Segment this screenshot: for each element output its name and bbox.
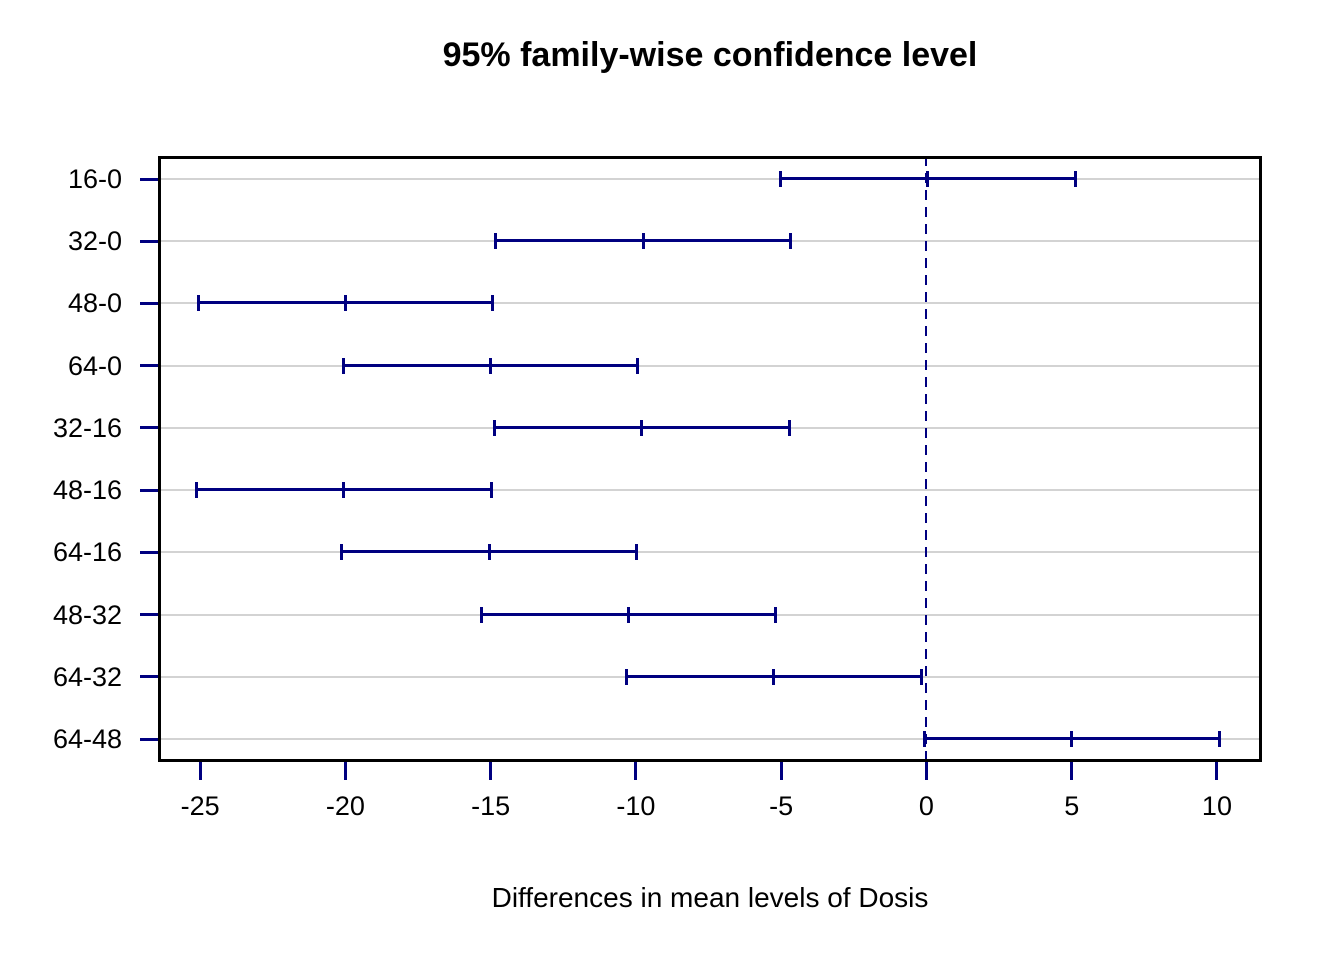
ci-point-estimate xyxy=(627,606,631,623)
y-axis-label: 64-32 xyxy=(52,661,122,692)
ci-point-estimate xyxy=(343,295,347,312)
y-axis-label: 16-0 xyxy=(67,164,122,194)
x-axis-title: Differences in mean levels of Dosis xyxy=(491,882,929,913)
ci-cap-upper xyxy=(787,419,791,436)
x-axis-tick xyxy=(1215,762,1219,780)
ci-cap-upper xyxy=(1073,171,1077,187)
ci-point-estimate xyxy=(640,419,644,436)
y-axis-label: 32-16 xyxy=(52,412,122,443)
ci-point-estimate xyxy=(487,544,491,561)
row-gridline xyxy=(158,738,1262,740)
x-tick-label: -10 xyxy=(616,791,656,821)
y-axis-label: 64-16 xyxy=(52,537,122,568)
y-axis-label: 64-0 xyxy=(67,350,122,381)
y-axis-label: 32-0 xyxy=(67,226,122,257)
x-tick-label: -25 xyxy=(180,791,220,821)
ci-point-estimate xyxy=(1070,731,1074,747)
row-gridline xyxy=(158,489,1262,492)
y-axis-tick xyxy=(140,301,158,305)
ci-cap-upper xyxy=(491,295,495,312)
ci-cap-lower xyxy=(492,419,496,436)
row-gridline xyxy=(158,178,1262,180)
ci-cap-lower xyxy=(195,482,199,499)
ci-cap-lower xyxy=(479,606,483,623)
x-axis-tick xyxy=(489,762,493,780)
plot-area xyxy=(158,156,1262,762)
x-tick-label: 0 xyxy=(918,791,934,821)
ci-point-estimate xyxy=(772,668,776,685)
ci-cap-lower xyxy=(196,295,200,312)
ci-cap-upper xyxy=(774,606,778,623)
x-tick-label: -20 xyxy=(325,791,365,821)
ci-cap-upper xyxy=(489,482,493,499)
y-axis-tick xyxy=(140,488,158,492)
ci-point-estimate xyxy=(489,357,493,374)
x-axis-tick xyxy=(779,762,783,780)
y-axis-label: 48-0 xyxy=(67,288,122,319)
y-axis-tick xyxy=(140,550,158,554)
x-axis-tick xyxy=(343,762,347,780)
ci-cap-lower xyxy=(341,357,345,374)
x-tick-label: 10 xyxy=(1201,791,1232,821)
y-axis-label: 64-48 xyxy=(52,724,122,754)
ci-point-estimate xyxy=(342,482,346,499)
y-axis-tick xyxy=(140,613,158,617)
ci-point-estimate xyxy=(926,171,930,187)
y-axis-label: 48-16 xyxy=(52,475,122,506)
ci-cap-lower xyxy=(494,233,498,250)
zero-reference-line xyxy=(925,156,928,762)
y-axis-tick xyxy=(140,426,158,430)
ci-cap-upper xyxy=(1217,731,1221,747)
x-axis-tick xyxy=(634,762,638,780)
y-axis-tick xyxy=(140,675,158,679)
y-axis-tick xyxy=(140,737,158,741)
x-tick-label: -5 xyxy=(769,791,794,821)
chart-title: 95% family-wise confidence level xyxy=(442,36,978,74)
y-axis-tick xyxy=(140,239,158,243)
ci-cap-lower xyxy=(922,731,926,747)
x-tick-label: 5 xyxy=(1064,791,1080,821)
ci-cap-upper xyxy=(636,357,640,374)
x-axis-tick xyxy=(198,762,202,780)
row-gridline xyxy=(158,364,1262,367)
ci-cap-lower xyxy=(340,544,344,561)
ci-cap-upper xyxy=(788,233,792,250)
y-axis-tick xyxy=(140,177,158,181)
x-tick-label: -15 xyxy=(471,791,511,821)
y-axis-tick xyxy=(140,364,158,368)
y-axis-label: 48-32 xyxy=(52,599,122,630)
x-axis-tick xyxy=(924,762,928,780)
row-gridline xyxy=(158,302,1262,305)
row-gridline xyxy=(158,551,1262,554)
ci-cap-upper xyxy=(634,544,638,561)
ci-cap-upper xyxy=(919,668,923,685)
ci-point-estimate xyxy=(641,233,645,250)
ci-cap-lower xyxy=(625,668,629,685)
x-axis-tick xyxy=(1070,762,1074,780)
ci-cap-lower xyxy=(779,171,783,187)
